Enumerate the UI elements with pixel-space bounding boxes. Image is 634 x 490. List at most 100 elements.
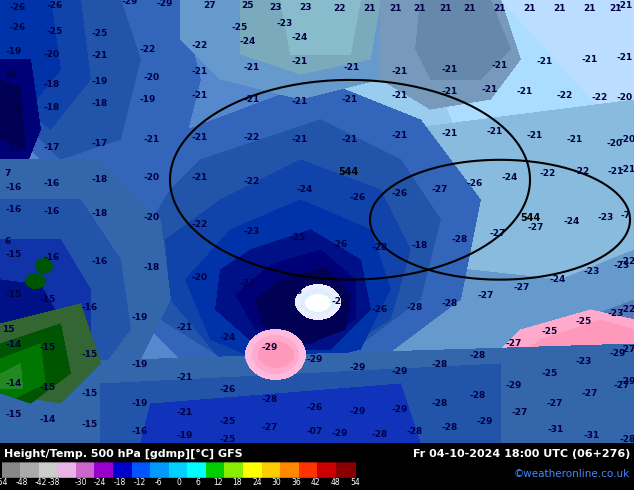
- Text: -23: -23: [608, 309, 624, 318]
- Text: -21: -21: [442, 87, 458, 97]
- Text: -23: -23: [287, 287, 303, 296]
- Text: -15: -15: [40, 295, 56, 304]
- Text: -21: -21: [244, 96, 260, 104]
- Text: -22: -22: [244, 177, 260, 186]
- Text: -29: -29: [477, 417, 493, 426]
- Text: -29: -29: [262, 343, 278, 352]
- Text: -24: -24: [297, 185, 313, 194]
- Text: -21: -21: [244, 63, 260, 73]
- Text: 48: 48: [330, 478, 340, 487]
- Text: -15: -15: [6, 290, 22, 299]
- Text: 18: 18: [233, 478, 242, 487]
- Text: -14: -14: [40, 415, 56, 424]
- Text: -7: -7: [621, 211, 631, 220]
- Text: 0: 0: [176, 478, 181, 487]
- Text: -29: -29: [157, 0, 173, 8]
- Text: -21: -21: [442, 129, 458, 138]
- Text: -18: -18: [6, 85, 22, 95]
- Text: -18: -18: [6, 105, 22, 114]
- Text: -21: -21: [582, 55, 598, 64]
- Text: -16: -16: [92, 257, 108, 266]
- Text: 42: 42: [311, 478, 321, 487]
- Text: 6: 6: [5, 237, 11, 246]
- Text: -16: -16: [82, 303, 98, 312]
- Text: -20: -20: [607, 139, 623, 148]
- Text: -27: -27: [512, 408, 528, 417]
- Text: -22: -22: [592, 94, 608, 102]
- Text: -21: -21: [192, 91, 208, 100]
- Text: -21: -21: [192, 68, 208, 76]
- Text: -26: -26: [372, 305, 388, 314]
- Text: -25: -25: [290, 233, 306, 242]
- Text: 21: 21: [524, 4, 536, 14]
- Text: -27: -27: [620, 345, 634, 354]
- Text: -20: -20: [144, 213, 160, 222]
- Text: -26: -26: [10, 24, 26, 32]
- Text: -15: -15: [82, 389, 98, 398]
- Text: 18: 18: [4, 72, 16, 80]
- Text: -25: -25: [542, 369, 558, 378]
- Text: -20: -20: [44, 50, 60, 59]
- Text: -6: -6: [155, 478, 163, 487]
- Text: -27: -27: [528, 223, 544, 232]
- Text: -26: -26: [332, 240, 348, 249]
- Text: -22: -22: [574, 167, 590, 176]
- Text: -17: -17: [92, 139, 108, 148]
- Text: 21: 21: [389, 4, 401, 14]
- Text: -24: -24: [550, 275, 566, 284]
- Text: 23: 23: [269, 3, 281, 12]
- Text: -22: -22: [620, 305, 634, 314]
- Text: -29: -29: [350, 363, 366, 372]
- Text: -16: -16: [44, 207, 60, 216]
- Text: -29: -29: [506, 381, 522, 390]
- Text: -24: -24: [502, 173, 518, 182]
- Text: -29: -29: [392, 405, 408, 414]
- Text: -21: -21: [620, 165, 634, 174]
- Text: -25: -25: [332, 297, 348, 306]
- Text: -26: -26: [10, 3, 26, 12]
- Text: -28: -28: [470, 351, 486, 360]
- Text: -29: -29: [392, 367, 408, 376]
- Text: -24: -24: [240, 37, 256, 47]
- Text: -29: -29: [122, 0, 138, 6]
- Text: -27: -27: [514, 283, 530, 292]
- Text: -27: -27: [582, 389, 598, 398]
- Text: -25: -25: [232, 24, 248, 32]
- Text: -29: -29: [307, 355, 323, 364]
- Text: -54: -54: [0, 478, 8, 487]
- Text: -29: -29: [332, 429, 348, 438]
- Text: -21: -21: [177, 373, 193, 382]
- Text: -16: -16: [132, 427, 148, 436]
- Text: -21: -21: [342, 135, 358, 145]
- Text: -17: -17: [6, 146, 22, 154]
- Text: -19: -19: [177, 431, 193, 440]
- Text: -18: -18: [113, 478, 126, 487]
- Text: -19: -19: [132, 399, 148, 408]
- Text: -21: -21: [517, 87, 533, 97]
- Text: -31: -31: [548, 425, 564, 434]
- Text: 544: 544: [520, 213, 540, 223]
- Text: -22: -22: [540, 169, 556, 178]
- Text: -28: -28: [432, 399, 448, 408]
- Text: -24: -24: [94, 478, 107, 487]
- Text: -31: -31: [584, 431, 600, 440]
- Text: -19: -19: [132, 313, 148, 322]
- Text: -16: -16: [6, 183, 22, 192]
- Text: -28: -28: [620, 435, 634, 444]
- Text: 54: 54: [350, 478, 360, 487]
- Text: -18: -18: [44, 80, 60, 89]
- Text: -20: -20: [144, 74, 160, 82]
- Text: -19: -19: [132, 360, 148, 369]
- Text: -23: -23: [598, 213, 614, 222]
- Text: Fr 04-10-2024 18:00 UTC (06+276): Fr 04-10-2024 18:00 UTC (06+276): [413, 449, 630, 459]
- Text: -27: -27: [432, 185, 448, 194]
- Text: -20: -20: [192, 273, 208, 282]
- Text: -27: -27: [547, 399, 563, 408]
- Text: -28: -28: [262, 395, 278, 404]
- Text: -07: -07: [307, 427, 323, 436]
- Text: -26: -26: [47, 1, 63, 10]
- Text: -20: -20: [144, 173, 160, 182]
- Text: -27: -27: [262, 423, 278, 432]
- Text: 24: 24: [252, 478, 262, 487]
- Text: -15: -15: [6, 250, 22, 259]
